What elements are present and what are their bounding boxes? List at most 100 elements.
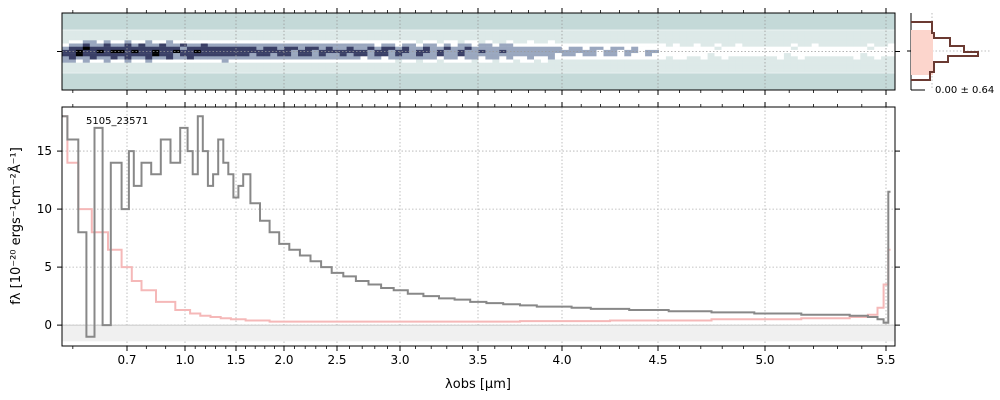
- spectrum-cell: [672, 69, 681, 73]
- spectrum-cell: [645, 53, 653, 57]
- spectrum-cell: [617, 46, 625, 51]
- spectrum-cell: [554, 37, 563, 41]
- spectrum-cell: [749, 40, 757, 44]
- spectrum-cell: [756, 62, 764, 67]
- spectrum-cell: [881, 59, 889, 63]
- spectrum-cell: [402, 69, 410, 73]
- spectrum-cell: [617, 49, 625, 54]
- spectrum-cell: [103, 37, 112, 41]
- spectrum-cell: [631, 40, 639, 44]
- spectrum-cell: [513, 46, 521, 51]
- spectrum-cell: [568, 62, 577, 67]
- spectrum-cell: [700, 56, 708, 60]
- spectrum-cell: [582, 53, 590, 57]
- spectrum-cell: [700, 43, 708, 47]
- spectrum-cell: [214, 33, 223, 38]
- spectrum-cell: [777, 62, 785, 67]
- spectrum-cell: [131, 33, 139, 38]
- spectrum-cell: [520, 40, 528, 44]
- spectrum-cell: [117, 49, 125, 54]
- spectrum-cell: [547, 65, 556, 70]
- spectrum-cell: [173, 33, 181, 38]
- spectrum-cell: [846, 62, 854, 67]
- spectrum-cell: [818, 62, 826, 67]
- spectrum-cell: [617, 69, 625, 73]
- spectrum-cell: [492, 40, 500, 44]
- spectrum-cell: [853, 69, 861, 73]
- spectrum-cell: [554, 62, 563, 67]
- spectrum-cell: [416, 46, 424, 51]
- spectrum-cell: [492, 33, 500, 38]
- spectrum-cell: [846, 46, 854, 51]
- spectrum-cell: [846, 43, 854, 47]
- spectrum-cell: [471, 53, 479, 57]
- spectrum-cell: [75, 43, 84, 47]
- spectrum-cell: [534, 46, 542, 51]
- spectrum-cell: [360, 40, 368, 44]
- spectrum-cell: [596, 56, 604, 60]
- spectrum-cell: [742, 59, 750, 63]
- spectrum-cell: [763, 37, 771, 41]
- spectrum-cell: [652, 30, 660, 35]
- spectrum-cell: [846, 33, 854, 38]
- spectrum-cell: [131, 69, 139, 73]
- spectrum-cell: [388, 62, 396, 67]
- spectrum-cell: [783, 65, 792, 70]
- spectrum-cell: [242, 49, 250, 54]
- spectrum-cell: [367, 69, 375, 73]
- spectrum-cell: [367, 30, 375, 35]
- spectrum-cell: [270, 59, 278, 63]
- spectrum-cell: [159, 40, 167, 44]
- spectrum-cell: [318, 53, 327, 57]
- spectrum-cell: [499, 37, 507, 41]
- spectrum-cell: [429, 69, 438, 73]
- spectrum-cell: [672, 40, 681, 44]
- spectrum-cell: [263, 46, 271, 51]
- spectrum-cell: [249, 49, 257, 54]
- spectrum-cell: [131, 46, 139, 51]
- spectrum-cell: [645, 59, 653, 63]
- spectrum-cell: [374, 46, 382, 51]
- spectrum-cell: [353, 40, 361, 44]
- spectrum-cell: [180, 33, 188, 38]
- spectrum-cell: [207, 40, 216, 44]
- spectrum-cell: [714, 40, 722, 44]
- spectrum-cell: [756, 69, 764, 73]
- spectrum-cell: [603, 69, 611, 73]
- spectrum-cell: [818, 37, 826, 41]
- spectrum-cell: [513, 33, 521, 38]
- spectrum-cell: [561, 37, 570, 41]
- spectrum-cell: [804, 62, 813, 67]
- spectrum-cell: [235, 69, 243, 73]
- spectrum-cell: [464, 30, 472, 35]
- spectrum-cell: [749, 53, 757, 57]
- spectrum-cell: [249, 56, 257, 60]
- spectrum-cell: [166, 62, 174, 67]
- spectrum-cell: [728, 65, 736, 70]
- spectrum-cell: [686, 53, 695, 57]
- spectrum-cell: [207, 46, 216, 51]
- spectrum-cell: [707, 59, 715, 63]
- spectrum-cell: [888, 53, 895, 57]
- spectrum-cell: [374, 40, 382, 44]
- spectrum-cell: [763, 30, 771, 35]
- spectrum-cell: [110, 43, 118, 47]
- spectrum-cell: [152, 43, 160, 47]
- spectrum-cell: [707, 30, 715, 35]
- spectrum-cell: [416, 59, 424, 63]
- spectrum-cell: [464, 56, 472, 60]
- spectrum-cell: [554, 33, 563, 38]
- spectrum-cell: [429, 62, 438, 67]
- spectrum-cell: [200, 65, 209, 70]
- spectrum-cell: [679, 69, 688, 73]
- spectrum-cell: [707, 46, 715, 51]
- spectrum-cell: [797, 69, 806, 73]
- spectrum-cell: [374, 65, 382, 70]
- spectrum-cell: [693, 69, 702, 73]
- spectrum-cell: [138, 49, 146, 54]
- spectrum-cell: [700, 69, 708, 73]
- spectrum-cell: [166, 49, 174, 54]
- spectrum-cell: [291, 56, 299, 60]
- spectrum-cell: [325, 53, 334, 57]
- spectrum-cell: [180, 30, 188, 35]
